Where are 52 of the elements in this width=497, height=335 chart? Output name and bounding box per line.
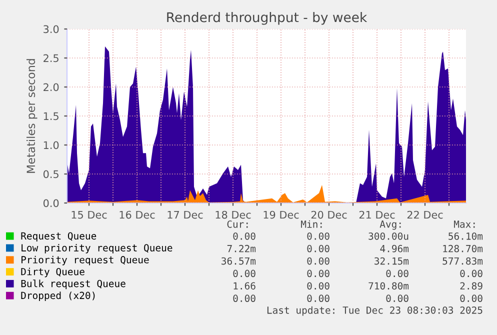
x-tick-label: 16 Dec [120,210,155,219]
y-axis-title: Metatiles per second [26,59,38,173]
text: 300.00u [368,232,408,240]
text: 0.00 [307,282,330,290]
text: Avg: [380,220,401,230]
x-tick-label: 22 Dec [407,210,443,219]
y-tick-label: 3.0 [44,25,59,34]
x-tick-label: 15 Dec [72,210,107,219]
text: 128.70m [443,244,483,252]
text: 0.00 [386,270,408,278]
y-tick-label: 1.0 [44,141,59,150]
y-tick-label: 0.0 [43,199,59,208]
text: 4.96m [380,244,409,252]
text: 0.00 [386,294,408,302]
x-tick-label: 18 Dec [216,210,251,219]
y-tick-label: 0.5 [43,170,58,178]
text: 0.00 [307,232,330,240]
text: Min: [301,220,322,228]
text: 0.00 [233,232,256,240]
legend-label: Bulk request Queue [21,280,126,290]
legend-label: Dirty Queue [21,268,84,278]
text: 0.00 [460,294,482,302]
text: Max: [454,220,475,228]
x-tick-label: 20 Dec [311,210,347,219]
chart-title: Renderd throughput - by week [167,12,368,25]
text: 0.00 [307,257,330,265]
y-tick-label: 2.0 [44,83,59,92]
text: 0.00 [307,244,330,252]
text: 0.00 [233,270,256,278]
text: 1.66 [234,282,256,290]
y-tick-label: 2.5 [44,54,58,62]
text: 56.10m [448,232,483,240]
x-tick-label: 17 Dec [168,210,203,219]
text: 2.89 [460,282,482,290]
text: 0.00 [460,270,482,278]
legend-label: Low priority request Queue [22,244,172,254]
text: 7.22m [227,244,256,252]
text: 0.00 [307,294,330,302]
text: Last update: Tue Dec 23 08:30:03 2025 [267,306,482,316]
text: 0.00 [233,294,256,302]
text: 577.83m [442,257,483,265]
text: 32.15m [374,257,409,265]
text: 0.00 [307,270,330,278]
x-tick-label: 21 Dec [359,210,395,219]
legend-label: Dropped (x20) [21,292,95,301]
x-tick-label: 19 Dec [264,210,299,219]
y-tick-label: 1.5 [44,112,58,120]
text: 710.80m [368,282,409,290]
text: Cur: [227,220,248,228]
legend-label: Request Queue [21,232,96,242]
legend-label: Priority request Queue [22,256,149,266]
text: 36.57m [222,257,256,265]
